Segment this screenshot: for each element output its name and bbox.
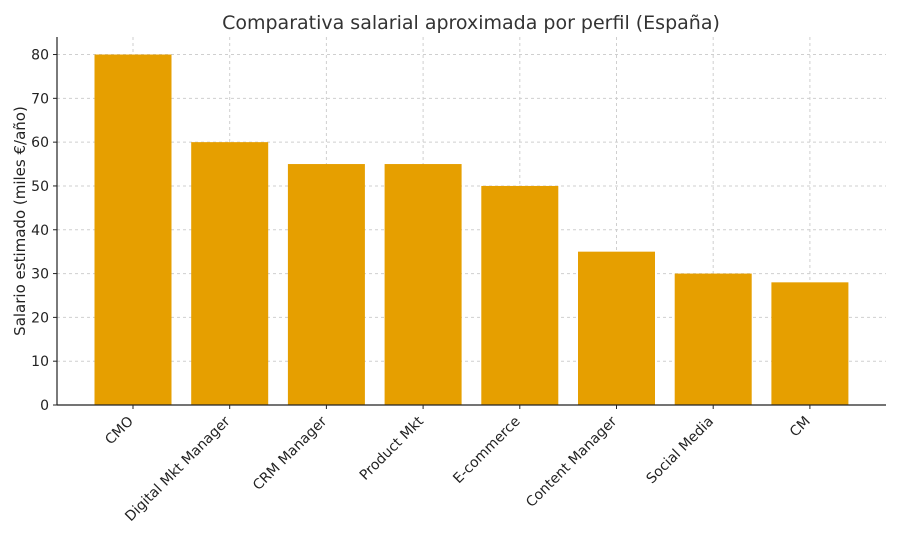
y-tick-label: 80 <box>31 48 49 64</box>
x-tick-label: CRM Manager <box>250 413 330 493</box>
bar <box>287 164 365 405</box>
y-tick-label: 0 <box>40 398 49 414</box>
y-tick-label: 10 <box>31 354 49 370</box>
x-tick-label: Product Mkt <box>357 413 428 484</box>
bar <box>771 282 849 405</box>
y-tick-label: 20 <box>31 310 49 326</box>
y-tick-label: 70 <box>31 91 49 107</box>
bar <box>94 54 172 406</box>
y-tick-label: 50 <box>31 179 49 195</box>
x-tick-label: Content Manager <box>523 413 620 510</box>
x-tick-label: E-commerce <box>450 414 523 487</box>
grid-lines <box>57 37 886 406</box>
bar <box>384 164 462 405</box>
bar <box>674 273 752 405</box>
y-axis-label: Salario estimado (miles €/año) <box>11 106 29 336</box>
x-tick-label: Social Media <box>643 414 717 488</box>
x-tick-label: CM <box>787 414 814 441</box>
y-tick-label: 60 <box>31 135 49 151</box>
bar <box>191 142 269 405</box>
y-ticks: 0 10 20 30 40 50 60 70 80 <box>31 48 57 414</box>
chart-title: Comparativa salarial aproximada por perf… <box>222 12 720 34</box>
bar <box>481 185 559 405</box>
x-tick-label: CMO <box>102 414 137 449</box>
bar <box>578 251 655 405</box>
x-tick-label: Digital Mkt Manager <box>122 413 233 524</box>
axes <box>56 37 886 406</box>
y-tick-label: 30 <box>31 267 49 283</box>
bars <box>94 54 849 406</box>
y-tick-label: 40 <box>31 223 49 239</box>
